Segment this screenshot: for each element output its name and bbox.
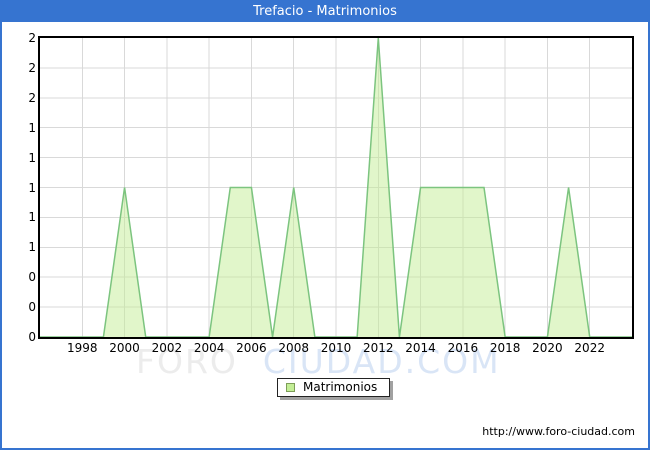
watermark: FORO CIUDAD.COM [136, 342, 501, 381]
area-series-matrimonios-fill [40, 38, 632, 337]
x-tick-label-1998: 1998 [67, 341, 98, 355]
y-tick-label: 2 [28, 60, 36, 75]
x-tick-label-2004: 2004 [193, 341, 225, 355]
x-tick-label-2018: 2018 [489, 341, 521, 355]
y-tick-label: 1 [28, 240, 36, 255]
x-tick-label-2010: 2010 [320, 341, 352, 355]
legend: Matrimonios [277, 378, 391, 397]
x-tick-label-2012: 2012 [363, 341, 394, 355]
legend-swatch-matrimonios [286, 383, 295, 392]
y-tick-label: 1 [28, 150, 36, 165]
y-tick-label: 0 [28, 300, 36, 315]
footer-url-link[interactable]: http://www.foro-ciudad.com [482, 425, 635, 438]
x-tick-label-2020: 2020 [532, 341, 563, 355]
x-tick-label-2008: 2008 [278, 341, 309, 355]
watermark-foro: FORO [136, 342, 238, 381]
watermark-ciudad: CIUDAD.COM [262, 342, 501, 381]
y-tick-label: 1 [28, 180, 36, 195]
y-tick-label: 2 [28, 31, 36, 45]
y-tick-label: 0 [28, 270, 36, 285]
y-tick-label: 0 [28, 330, 36, 344]
x-tick-label-2022: 2022 [574, 341, 605, 355]
x-tick-label-2016: 2016 [447, 341, 479, 355]
x-tick-label-2014: 2014 [405, 341, 436, 355]
area-series-matrimonios-line [40, 38, 632, 337]
x-tick-label-2002: 2002 [151, 341, 183, 355]
chart-title: Trefacio - Matrimonios [2, 2, 648, 22]
y-tick-label: 1 [28, 120, 36, 135]
x-tick-label-2006: 2006 [236, 341, 267, 355]
x-tick-label-2000: 2000 [109, 341, 140, 355]
area-chart [40, 38, 632, 337]
y-tick-label: 1 [28, 210, 36, 225]
y-tick-label: 2 [28, 90, 36, 105]
legend-label-matrimonios: Matrimonios [303, 380, 378, 394]
plot-area [38, 36, 634, 339]
